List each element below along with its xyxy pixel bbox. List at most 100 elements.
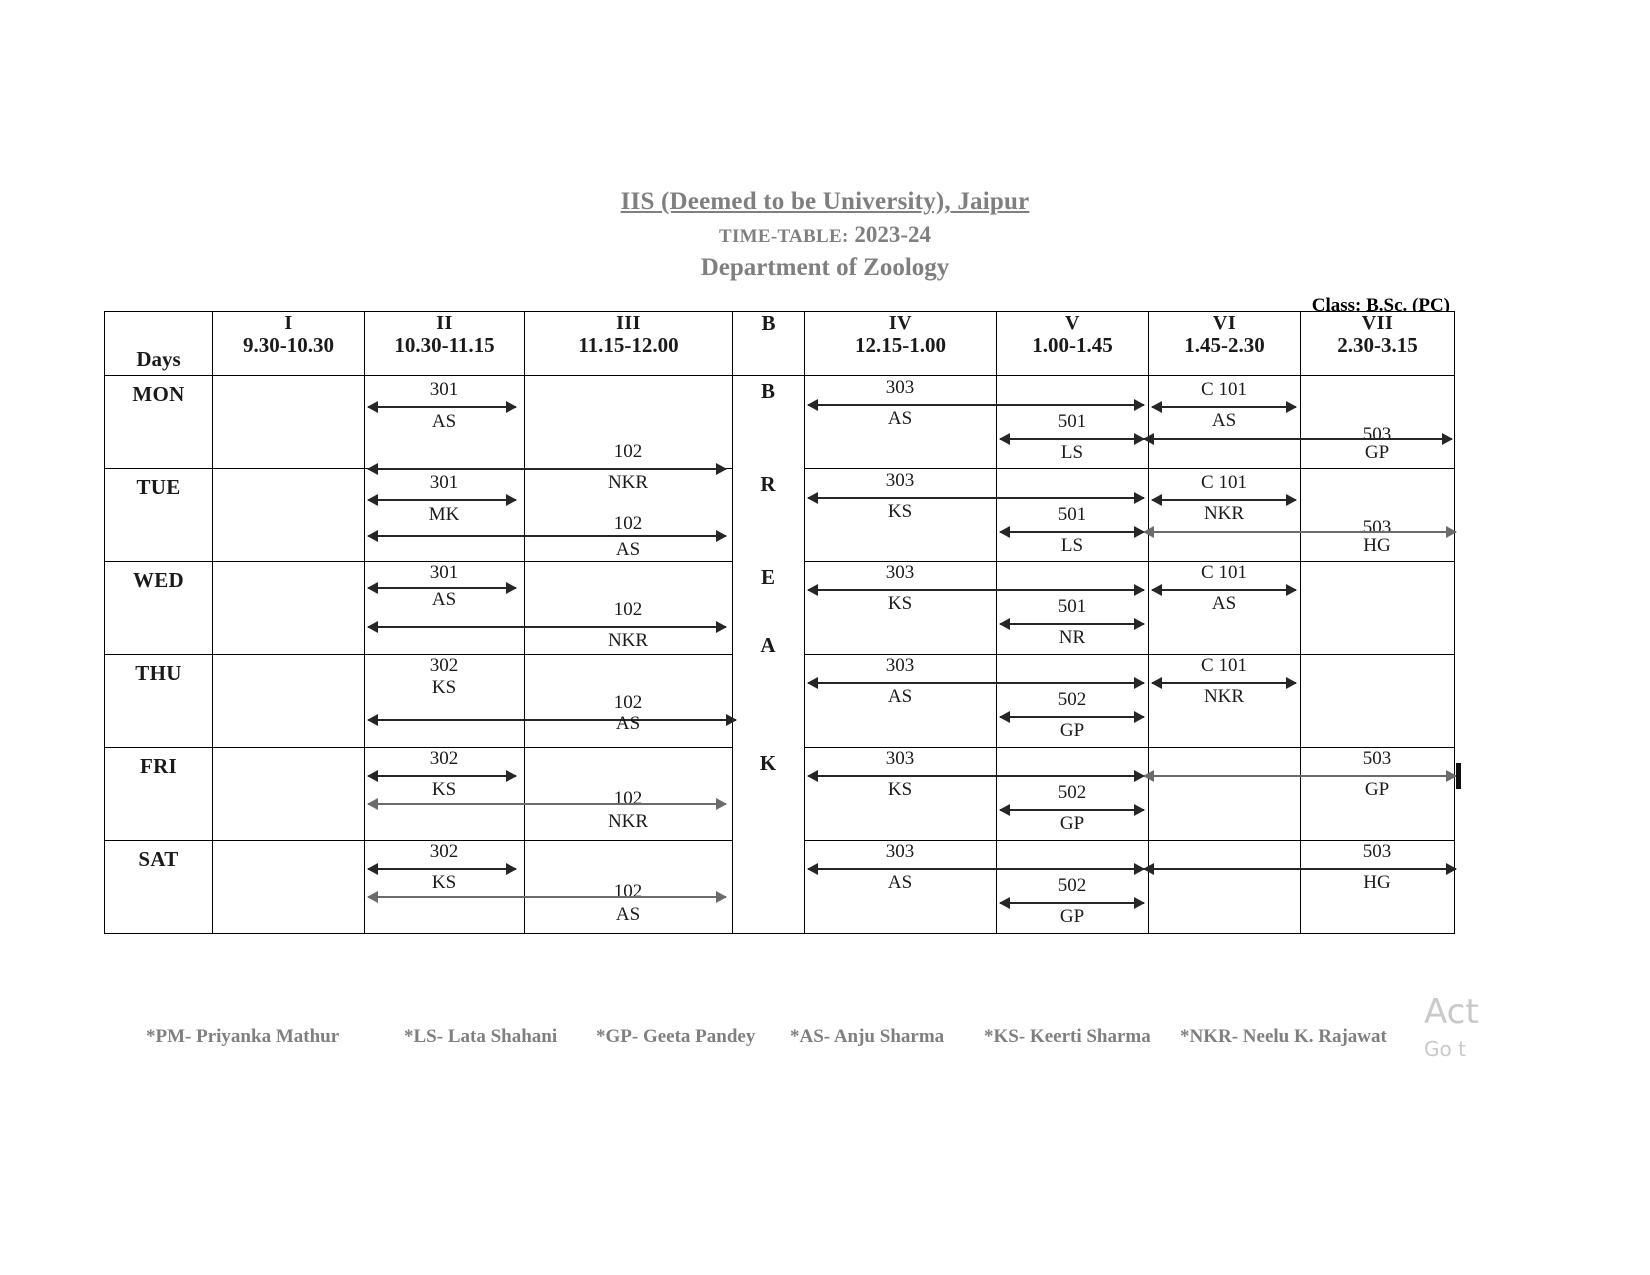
slot-sat-3[interactable] (524, 840, 733, 934)
table-row: WED (104, 561, 1455, 655)
timetable-label: TIME-TABLE: (718, 226, 849, 247)
slot-thu-7[interactable] (1300, 654, 1455, 748)
department-title: Department of Zoology (700, 254, 950, 281)
timetable: Days I 9.30-10.30 II 10.30-11.15 III 11.… (104, 311, 1455, 934)
period-header-2: II 10.30-11.15 (364, 311, 525, 376)
slot-wed-4[interactable] (804, 561, 997, 655)
period-time-4: 12.15-1.00 (855, 333, 946, 358)
slot-tue-5[interactable] (996, 468, 1149, 562)
period-time-7: 2.30-3.15 (1337, 333, 1418, 358)
day-cell-wed: WED (104, 561, 213, 655)
slot-mon-4[interactable] (804, 375, 997, 469)
slot-sat-4[interactable] (804, 840, 997, 934)
slot-mon-1[interactable] (212, 375, 365, 469)
watermark-line-2: Go t (1424, 1036, 1466, 1061)
period-roman-5: V (1065, 312, 1080, 334)
timetable-body: MON TUE WED (104, 375, 1455, 934)
timetable-head: Days I 9.30-10.30 II 10.30-11.15 III 11.… (104, 311, 1455, 376)
right-edge-marker (1456, 763, 1461, 789)
period-roman-4: IV (888, 312, 913, 334)
break-column-header: B (732, 311, 805, 376)
break-column (732, 375, 805, 934)
slot-tue-2[interactable] (364, 468, 525, 562)
period-header-4: IV 12.15-1.00 (804, 311, 997, 376)
slot-sat-6[interactable] (1148, 840, 1301, 934)
slot-mon-2[interactable] (364, 375, 525, 469)
table-row: SAT (104, 840, 1455, 934)
slot-fri-6[interactable] (1148, 747, 1301, 841)
period-time-1: 9.30-10.30 (243, 333, 334, 358)
slot-wed-6[interactable] (1148, 561, 1301, 655)
slot-fri-2[interactable] (364, 747, 525, 841)
period-roman-1: I (284, 312, 293, 334)
slot-fri-4[interactable] (804, 747, 997, 841)
table-row: FRI (104, 747, 1455, 841)
period-roman-3: III (616, 312, 641, 334)
period-header-1: I 9.30-10.30 (212, 311, 365, 376)
table-row: MON (104, 375, 1455, 934)
academic-year: 2023-24 (854, 222, 932, 247)
period-time-3: 11.15-12.00 (578, 333, 679, 358)
slot-thu-2[interactable] (364, 654, 525, 748)
teacher-legend: *PM- Priyanka Mathur *LS- Lata Shahani *… (104, 1012, 1454, 1062)
period-time-2: 10.30-11.15 (394, 333, 495, 358)
slot-wed-5[interactable] (996, 561, 1149, 655)
period-roman-6: VI (1212, 312, 1237, 334)
slot-tue-1[interactable] (212, 468, 365, 562)
activation-watermark: Act Go t (1424, 995, 1494, 1061)
slot-fri-1[interactable] (212, 747, 365, 841)
legend-item-ks: *KS- Keerti Sharma (984, 1026, 1151, 1047)
period-time-5: 1.00-1.45 (1032, 333, 1113, 358)
slot-thu-5[interactable] (996, 654, 1149, 748)
slot-thu-1[interactable] (212, 654, 365, 748)
timetable-year-line: TIME-TABLE: 2023-24 (0, 222, 1650, 248)
legend-item-pm: *PM- Priyanka Mathur (146, 1026, 340, 1047)
slot-sat-7[interactable] (1300, 840, 1455, 934)
day-cell-thu: THU (104, 654, 213, 748)
period-header-3: III 11.15-12.00 (524, 311, 733, 376)
slot-tue-7[interactable] (1300, 468, 1455, 562)
slot-sat-1[interactable] (212, 840, 365, 934)
slot-wed-7[interactable] (1300, 561, 1455, 655)
slot-fri-5[interactable] (996, 747, 1149, 841)
day-cell-tue: TUE (104, 468, 213, 562)
slot-tue-6[interactable] (1148, 468, 1301, 562)
period-roman-2: II (436, 312, 453, 334)
slot-tue-3[interactable] (524, 468, 733, 562)
legend-item-ls: *LS- Lata Shahani (404, 1026, 558, 1047)
watermark-line-1: Act (1424, 995, 1479, 1032)
table-row: TUE (104, 468, 1455, 562)
legend-item-nkr: *NKR- Neelu K. Rajawat (1180, 1026, 1387, 1047)
document-header: IIS (Deemed to be University), Jaipur TI… (0, 188, 1650, 282)
slot-sat-5[interactable] (996, 840, 1149, 934)
slot-fri-3[interactable] (524, 747, 733, 841)
slot-wed-2[interactable] (364, 561, 525, 655)
slot-fri-7[interactable] (1300, 747, 1455, 841)
slot-sat-2[interactable] (364, 840, 525, 934)
legend-item-gp: *GP- Geeta Pandey (596, 1026, 756, 1047)
slot-tue-4[interactable] (804, 468, 997, 562)
institution-title: IIS (Deemed to be University), Jaipur (620, 188, 1030, 215)
period-roman-7: VII (1361, 312, 1394, 334)
period-time-6: 1.45-2.30 (1184, 333, 1265, 358)
period-header-6: VI 1.45-2.30 (1148, 311, 1301, 376)
slot-thu-3[interactable] (524, 654, 733, 748)
day-cell-fri: FRI (104, 747, 213, 841)
period-header-5: V 1.00-1.45 (996, 311, 1149, 376)
slot-mon-3[interactable] (524, 375, 733, 469)
slot-wed-1[interactable] (212, 561, 365, 655)
legend-item-as: *AS- Anju Sharma (790, 1026, 945, 1047)
slot-mon-5[interactable] (996, 375, 1149, 469)
days-header: Days (104, 311, 213, 376)
day-cell-sat: SAT (104, 840, 213, 934)
class-label: Class: B.Sc. (PC) (1311, 295, 1450, 316)
header-row: Days I 9.30-10.30 II 10.30-11.15 III 11.… (104, 311, 1455, 376)
slot-thu-6[interactable] (1148, 654, 1301, 748)
slot-thu-4[interactable] (804, 654, 997, 748)
table-row: THU (104, 654, 1455, 748)
slot-wed-3[interactable] (524, 561, 733, 655)
period-header-7: VII 2.30-3.15 (1300, 311, 1455, 376)
timetable-container: Days I 9.30-10.30 II 10.30-11.15 III 11.… (104, 311, 1461, 934)
slot-mon-7[interactable] (1300, 375, 1455, 469)
slot-mon-6[interactable] (1148, 375, 1301, 469)
